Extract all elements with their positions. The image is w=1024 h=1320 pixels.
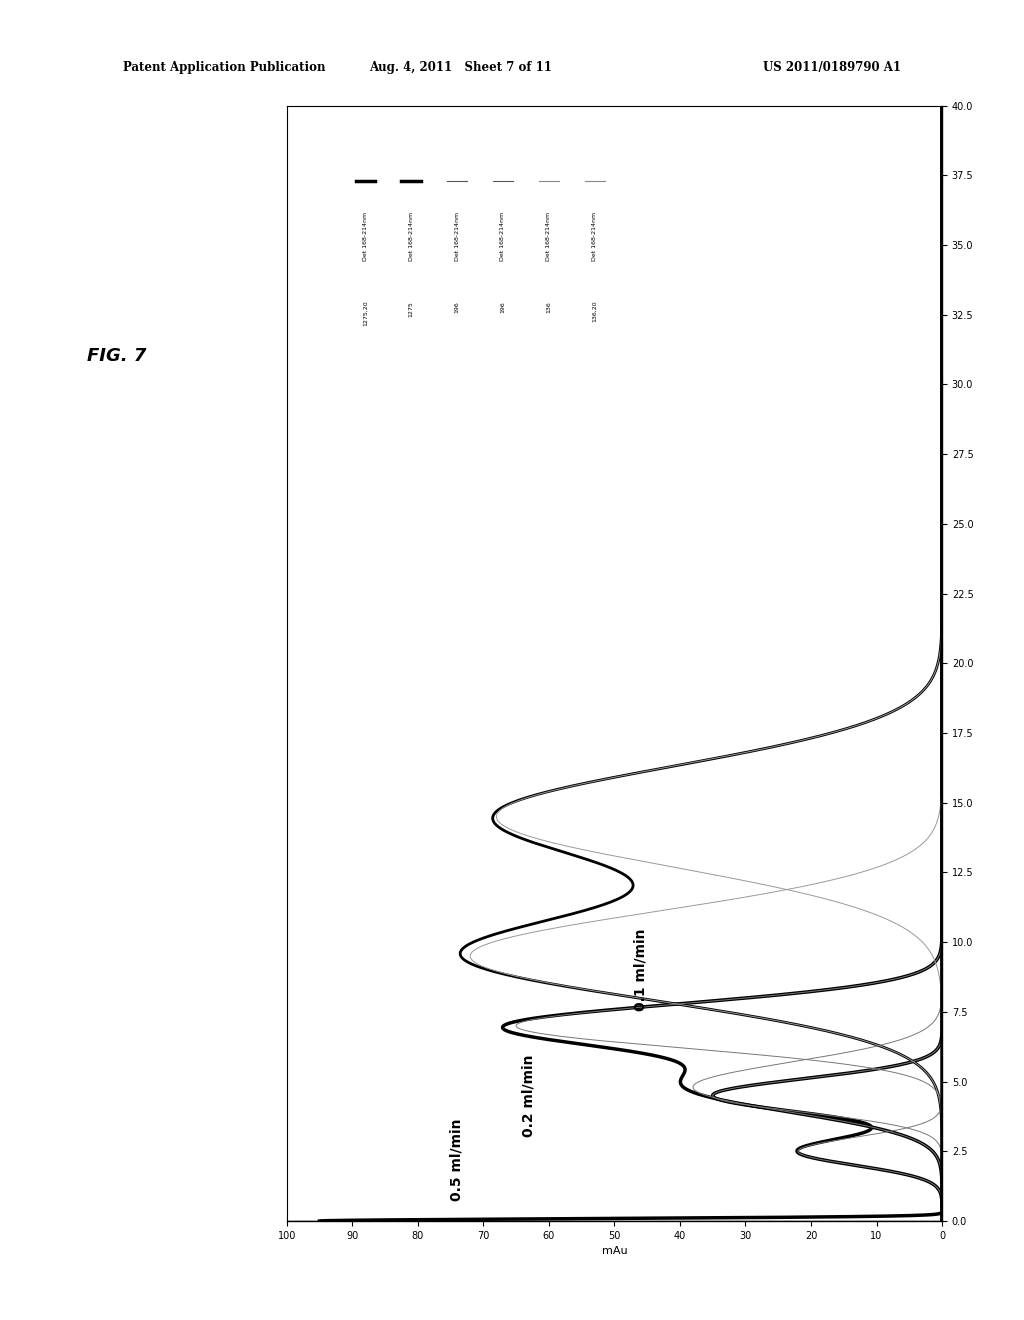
Text: 196: 196 [455,301,460,313]
Text: Det 168-214nm: Det 168-214nm [362,211,368,260]
Text: 0.5 ml/min: 0.5 ml/min [450,1118,464,1201]
Text: 136: 136 [547,301,551,313]
X-axis label: mAu: mAu [601,1246,628,1257]
Text: Patent Application Publication: Patent Application Publication [123,61,326,74]
Text: Det 168-214nm: Det 168-214nm [501,211,506,260]
Text: US 2011/0189790 A1: US 2011/0189790 A1 [763,61,901,74]
Text: 1275: 1275 [409,301,414,317]
Text: Det 168-214nm: Det 168-214nm [455,211,460,260]
Text: Aug. 4, 2011   Sheet 7 of 11: Aug. 4, 2011 Sheet 7 of 11 [370,61,552,74]
Text: Det 168-214nm: Det 168-214nm [592,211,597,260]
Text: 196: 196 [501,301,506,313]
Text: Det 168-214nm: Det 168-214nm [409,211,414,260]
Text: 0.1 ml/min: 0.1 ml/min [633,929,647,1011]
Text: FIG. 7: FIG. 7 [87,347,146,366]
Text: Det 168-214nm: Det 168-214nm [547,211,551,260]
Text: 1275,20: 1275,20 [362,301,368,326]
Text: 136,20: 136,20 [592,301,597,322]
Text: 0.2 ml/min: 0.2 ml/min [522,1055,536,1137]
